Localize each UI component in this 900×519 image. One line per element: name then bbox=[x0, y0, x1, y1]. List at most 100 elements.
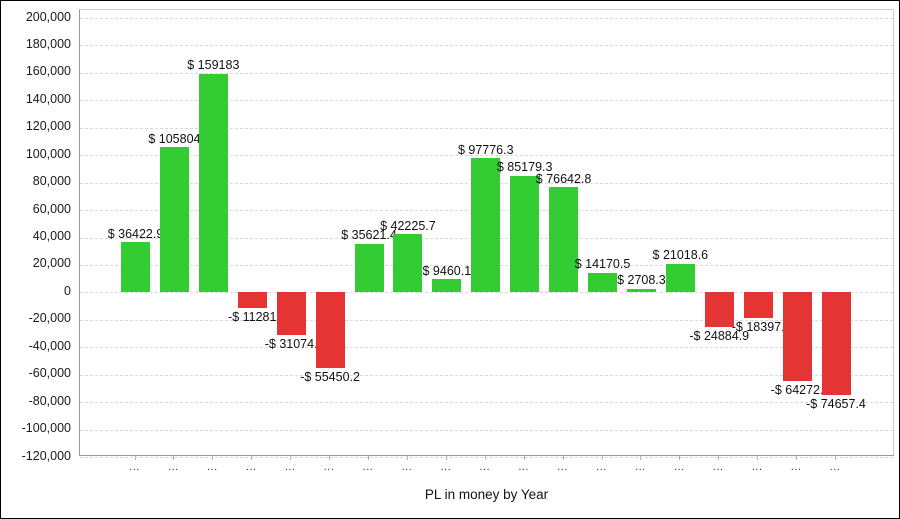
gridline bbox=[80, 319, 893, 321]
x-axis-tick bbox=[679, 456, 681, 460]
bar-positive bbox=[198, 73, 228, 293]
bar-negative bbox=[704, 292, 734, 327]
x-axis-title: PL in money by Year bbox=[424, 487, 549, 502]
x-axis-tick-label: ... bbox=[362, 461, 374, 473]
y-axis-tick-label: 60,000 bbox=[32, 201, 71, 216]
bar-value-label: -$ 18397. bbox=[731, 319, 785, 334]
y-axis-tick-label: -80,000 bbox=[28, 393, 71, 408]
bar-value-label: $ 14170.5 bbox=[574, 257, 631, 272]
gridline bbox=[80, 402, 893, 404]
bar-value-label: -$ 64272. bbox=[770, 382, 824, 397]
x-axis-tick bbox=[212, 456, 214, 460]
x-axis-tick-label: ... bbox=[129, 461, 140, 473]
x-axis-tick bbox=[173, 456, 175, 460]
bar-positive bbox=[159, 147, 189, 293]
y-axis-tick-label: 160,000 bbox=[25, 64, 71, 79]
x-axis-tick-label: ... bbox=[518, 461, 529, 473]
gridline bbox=[80, 292, 893, 294]
bar-value-label: -$ 11281 bbox=[228, 309, 277, 324]
bar-negative bbox=[315, 292, 345, 369]
bar-value-label: $ 76642.8 bbox=[535, 171, 592, 186]
bar-value-label: $ 35621.4 bbox=[341, 228, 397, 242]
bar-positive bbox=[549, 187, 579, 293]
bar-positive bbox=[588, 272, 617, 293]
x-axis-tick-label: ... bbox=[168, 461, 179, 473]
y-axis-tick-label: 120,000 bbox=[25, 119, 71, 134]
bar-value-label: -$ 24884.9 bbox=[689, 328, 750, 343]
bar-value-label: -$ 55450.2 bbox=[300, 370, 360, 385]
bar-value-label: $ 9460.1 bbox=[422, 263, 472, 278]
x-axis-tick bbox=[757, 456, 759, 460]
y-axis-tick-label: -100,000 bbox=[21, 421, 71, 436]
y-axis-tick-label: -40,000 bbox=[28, 338, 71, 353]
bar-positive bbox=[471, 158, 501, 293]
gridline bbox=[80, 18, 893, 19]
bar-value-label: $ 2708.3 bbox=[617, 273, 666, 288]
gridline bbox=[80, 429, 893, 431]
bar-negative bbox=[276, 292, 306, 335]
x-axis-tick bbox=[835, 456, 836, 460]
x-axis-tick bbox=[251, 456, 253, 460]
x-axis-tick-label: ... bbox=[673, 461, 685, 473]
bar-negative bbox=[782, 292, 812, 381]
bar-negative bbox=[821, 292, 851, 395]
x-axis-tick bbox=[290, 456, 292, 460]
x-axis-labels: ........................................… bbox=[79, 456, 894, 482]
x-axis-tick-label: ... bbox=[557, 461, 568, 473]
gridline bbox=[80, 347, 893, 349]
x-axis-tick bbox=[406, 456, 408, 460]
x-axis-tick-label: ... bbox=[829, 461, 841, 473]
bar-value-label: $ 97776.3 bbox=[457, 142, 514, 157]
x-axis-tick-label: ... bbox=[284, 461, 296, 473]
gridline bbox=[80, 457, 893, 458]
bar-value-label: $ 85179.3 bbox=[496, 160, 553, 175]
x-axis-tick-label: ... bbox=[479, 461, 491, 473]
bar-value-label: -$ 74657.4 bbox=[806, 396, 866, 411]
bar-positive bbox=[432, 279, 462, 293]
x-axis-tick bbox=[329, 456, 331, 460]
x-axis-tick-label: ... bbox=[712, 461, 724, 473]
bar-positive bbox=[121, 242, 150, 293]
bar-positive bbox=[626, 288, 656, 293]
x-axis-tick-label: ... bbox=[440, 461, 452, 473]
y-axis-tick-label: 40,000 bbox=[32, 229, 71, 243]
y-axis-tick-label: 20,000 bbox=[32, 256, 71, 271]
bar-negative bbox=[237, 292, 267, 308]
x-axis-tick bbox=[601, 456, 603, 460]
bar-value-label: $ 36422.9 bbox=[107, 226, 164, 241]
plot-area: $ 36422.9 $ 105804 $ 159183 -$ 11281 -$ 3107… bbox=[79, 9, 894, 458]
x-axis-tick-label: ... bbox=[401, 461, 413, 473]
gridline bbox=[80, 72, 893, 74]
y-axis-tick-label: 200,000 bbox=[25, 9, 71, 24]
y-axis-tick-label: 0 bbox=[64, 283, 71, 298]
x-axis-tick bbox=[523, 456, 525, 460]
y-axis-tick-label: 100,000 bbox=[25, 146, 71, 161]
x-axis-tick bbox=[484, 456, 486, 460]
x-axis-tick bbox=[718, 456, 720, 460]
x-axis-tick-label: ... bbox=[596, 461, 607, 473]
y-axis-tick-label: -120,000 bbox=[21, 448, 71, 463]
y-axis-tick-label: -60,000 bbox=[28, 366, 71, 381]
x-axis-tick bbox=[445, 456, 447, 460]
y-axis-tick-label: 140,000 bbox=[25, 91, 71, 106]
x-axis-tick bbox=[562, 456, 564, 460]
bar-negative bbox=[743, 292, 773, 318]
y-axis-tick-label: 80,000 bbox=[32, 174, 71, 189]
gridline bbox=[80, 127, 893, 129]
gridline bbox=[80, 45, 893, 47]
bar-positive bbox=[510, 175, 540, 293]
bar-positive bbox=[665, 263, 695, 293]
x-axis-tick-label: ... bbox=[245, 461, 257, 473]
bar-value-label: $ 159183 bbox=[187, 58, 240, 73]
gridline bbox=[80, 374, 893, 376]
x-axis-tick-label: ... bbox=[635, 461, 646, 473]
gridline bbox=[80, 100, 893, 102]
y-axis-tick-label: -20,000 bbox=[28, 311, 71, 326]
x-axis-tick-label: ... bbox=[206, 461, 218, 473]
bar-value-label: $ 21018.6 bbox=[652, 248, 709, 263]
gridline bbox=[80, 155, 893, 157]
bar-value-label: $ 42225.7 bbox=[380, 218, 436, 233]
x-axis-tick bbox=[796, 456, 798, 460]
x-axis-tick bbox=[134, 456, 136, 460]
